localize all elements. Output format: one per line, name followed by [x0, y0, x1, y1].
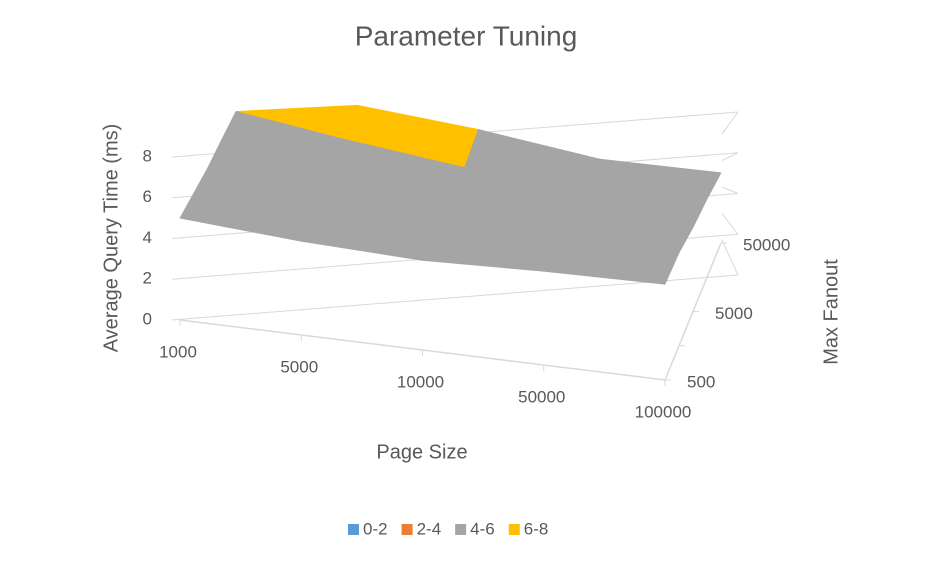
surface-cell: [179, 192, 302, 242]
y-tick-label: 5000: [715, 304, 753, 323]
y-axis-title: Max Fanout: [820, 259, 842, 365]
z-tick-label: 0: [143, 309, 152, 328]
z-tick-label: 6: [143, 187, 152, 206]
legend-label: 2-4: [417, 519, 442, 538]
x-tick-label: 5000: [280, 357, 318, 376]
z-axis-title: Average Query Time (ms): [100, 124, 122, 353]
x-tick-label: 10000: [397, 372, 444, 391]
legend-label: 4-6: [470, 519, 495, 538]
x-axis-title: Page Size: [376, 441, 467, 463]
z-tick-label: 8: [143, 146, 152, 165]
legend-swatch: [455, 524, 467, 535]
x-tick-label: 100000: [635, 402, 692, 421]
legend-swatch: [508, 524, 520, 535]
legend-swatch: [401, 524, 413, 535]
legend-swatch: [348, 524, 359, 535]
x-tick-label: 1000: [159, 342, 197, 361]
grid-line: [721, 152, 739, 161]
grid-line: [171, 274, 739, 321]
y-tick-label: 500: [687, 372, 715, 391]
surface-cell: [300, 207, 423, 261]
y-tick-label: 50000: [743, 235, 790, 254]
legend-label: 6-8: [524, 519, 549, 538]
x-tick-label: 50000: [518, 387, 565, 406]
grid-line: [721, 186, 739, 194]
z-tick-label: 4: [143, 228, 152, 247]
z-tick-label: 2: [143, 269, 152, 288]
grid-line: [721, 111, 739, 135]
surface-cell: [543, 241, 666, 285]
legend-label: 0-2: [363, 519, 388, 538]
chart-title: Parameter Tuning: [355, 20, 578, 51]
grid-line: [721, 239, 739, 276]
grid-line: [721, 213, 739, 235]
surface-cell: [422, 226, 545, 272]
